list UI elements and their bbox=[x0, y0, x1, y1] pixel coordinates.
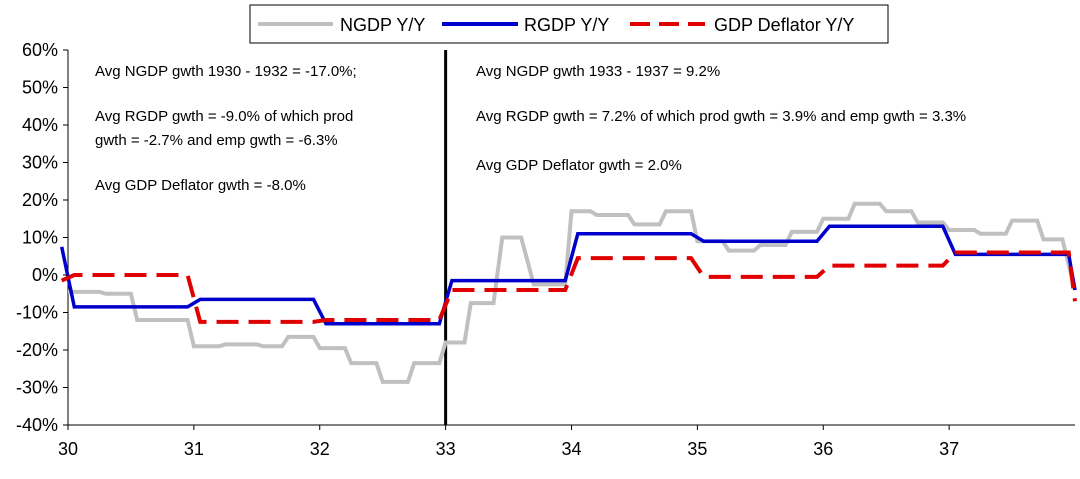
series-layer bbox=[59, 201, 1077, 384]
legend-box bbox=[249, 4, 889, 44]
y-tick-label: -20% bbox=[16, 340, 58, 360]
x-tick-label: 32 bbox=[310, 439, 330, 459]
x-tick-label: 33 bbox=[436, 439, 456, 459]
legend: NGDP Y/Y RGDP Y/Y GDP Deflator Y/Y bbox=[249, 4, 889, 44]
annotation-left: Avg RGDP gwth = -9.0% of which prod bbox=[95, 108, 353, 125]
axes: -40% -30% -20% -10% 0% 10% 20% 30% 40% 50% 60% 30 31… bbox=[16, 40, 959, 459]
annotation-right: Avg NGDP gwth 1933 - 1937 = 9.2% bbox=[476, 63, 720, 80]
y-tick-label: 20% bbox=[22, 190, 58, 210]
x-tick-label: 30 bbox=[58, 439, 78, 459]
plot-area bbox=[67, 50, 1075, 426]
legend-label: NGDP Y/Y bbox=[340, 15, 425, 35]
x-tick-label: 35 bbox=[687, 439, 707, 459]
legend-label: RGDP Y/Y bbox=[524, 15, 609, 35]
annotation-right: Avg GDP Deflator gwth = 2.0% bbox=[476, 157, 682, 174]
y-tick-label: -10% bbox=[16, 303, 58, 323]
annotation-left: Avg GDP Deflator gwth = -8.0% bbox=[95, 177, 306, 194]
series-line-ngdp-y-y bbox=[68, 201, 1077, 384]
x-tick-label: 34 bbox=[561, 439, 581, 459]
y-tick-label: 0% bbox=[32, 265, 58, 285]
y-tick-label: 40% bbox=[22, 115, 58, 135]
series-line-gdp-deflator-y-y bbox=[60, 250, 1077, 324]
x-tick-label: 36 bbox=[813, 439, 833, 459]
x-tick-label: 31 bbox=[184, 439, 204, 459]
y-tick-label: 10% bbox=[22, 228, 58, 248]
y-tick-label: 30% bbox=[22, 153, 58, 173]
annotations: Avg NGDP gwth 1930 - 1932 = -17.0%; Avg R… bbox=[95, 63, 966, 194]
annotation-left: Avg NGDP gwth 1930 - 1932 = -17.0%; bbox=[95, 63, 357, 80]
series-line-rgdp-y-y bbox=[59, 224, 1077, 326]
x-tick-label: 37 bbox=[939, 439, 959, 459]
y-tick-label: 50% bbox=[22, 78, 58, 98]
legend-label: GDP Deflator Y/Y bbox=[714, 15, 854, 35]
y-tick-label: 60% bbox=[22, 40, 58, 60]
annotation-right: Avg RGDP gwth = 7.2% of which prod gwth … bbox=[476, 108, 966, 125]
y-tick-label: -30% bbox=[16, 378, 58, 398]
y-tick-label: -40% bbox=[16, 415, 58, 435]
annotation-left: gwth = -2.7% and emp gwth = -6.3% bbox=[95, 132, 338, 149]
